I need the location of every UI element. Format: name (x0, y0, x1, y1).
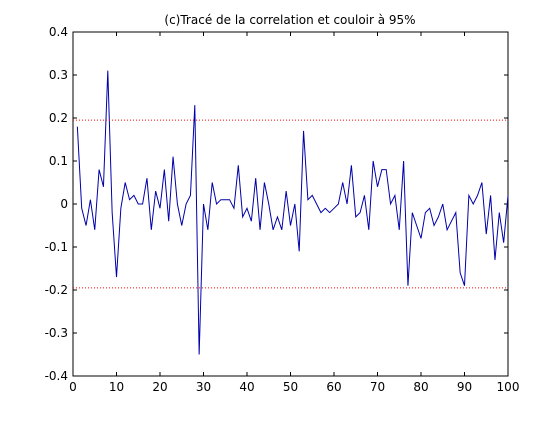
y-tick-label: 0.3 (49, 68, 68, 82)
x-tick-label: 50 (283, 380, 298, 394)
y-tick-label: 0.2 (49, 111, 68, 125)
chart-title: (c)Tracé de la correlation et couloir à … (164, 13, 415, 27)
x-tick-label: 30 (196, 380, 211, 394)
y-tick-label: 0.4 (49, 25, 68, 39)
x-tick-label: 60 (326, 380, 341, 394)
x-tick-label: 20 (152, 380, 167, 394)
x-tick-label: 10 (109, 380, 124, 394)
y-tick-label: -0.1 (45, 240, 68, 254)
y-tick-label: 0 (60, 197, 68, 211)
correlation-series-line (76, 70, 509, 355)
x-tick-label: 70 (370, 380, 385, 394)
y-tick-label: -0.4 (45, 369, 68, 383)
x-tick-label: 100 (497, 380, 520, 394)
x-tick-label: 0 (69, 380, 77, 394)
plot-area: 0 10 20 30 40 50 60 70 80 90 100 -0.4 -0.3 -0.2 -0.1 0 0… (45, 25, 520, 394)
y-tick-label: -0.3 (45, 326, 68, 340)
x-tick-label: 90 (457, 380, 472, 394)
y-tick-label: -0.2 (45, 283, 68, 297)
x-tick-label: 40 (239, 380, 254, 394)
y-tick-label: 0.1 (49, 154, 68, 168)
x-tick-label: 80 (413, 380, 428, 394)
